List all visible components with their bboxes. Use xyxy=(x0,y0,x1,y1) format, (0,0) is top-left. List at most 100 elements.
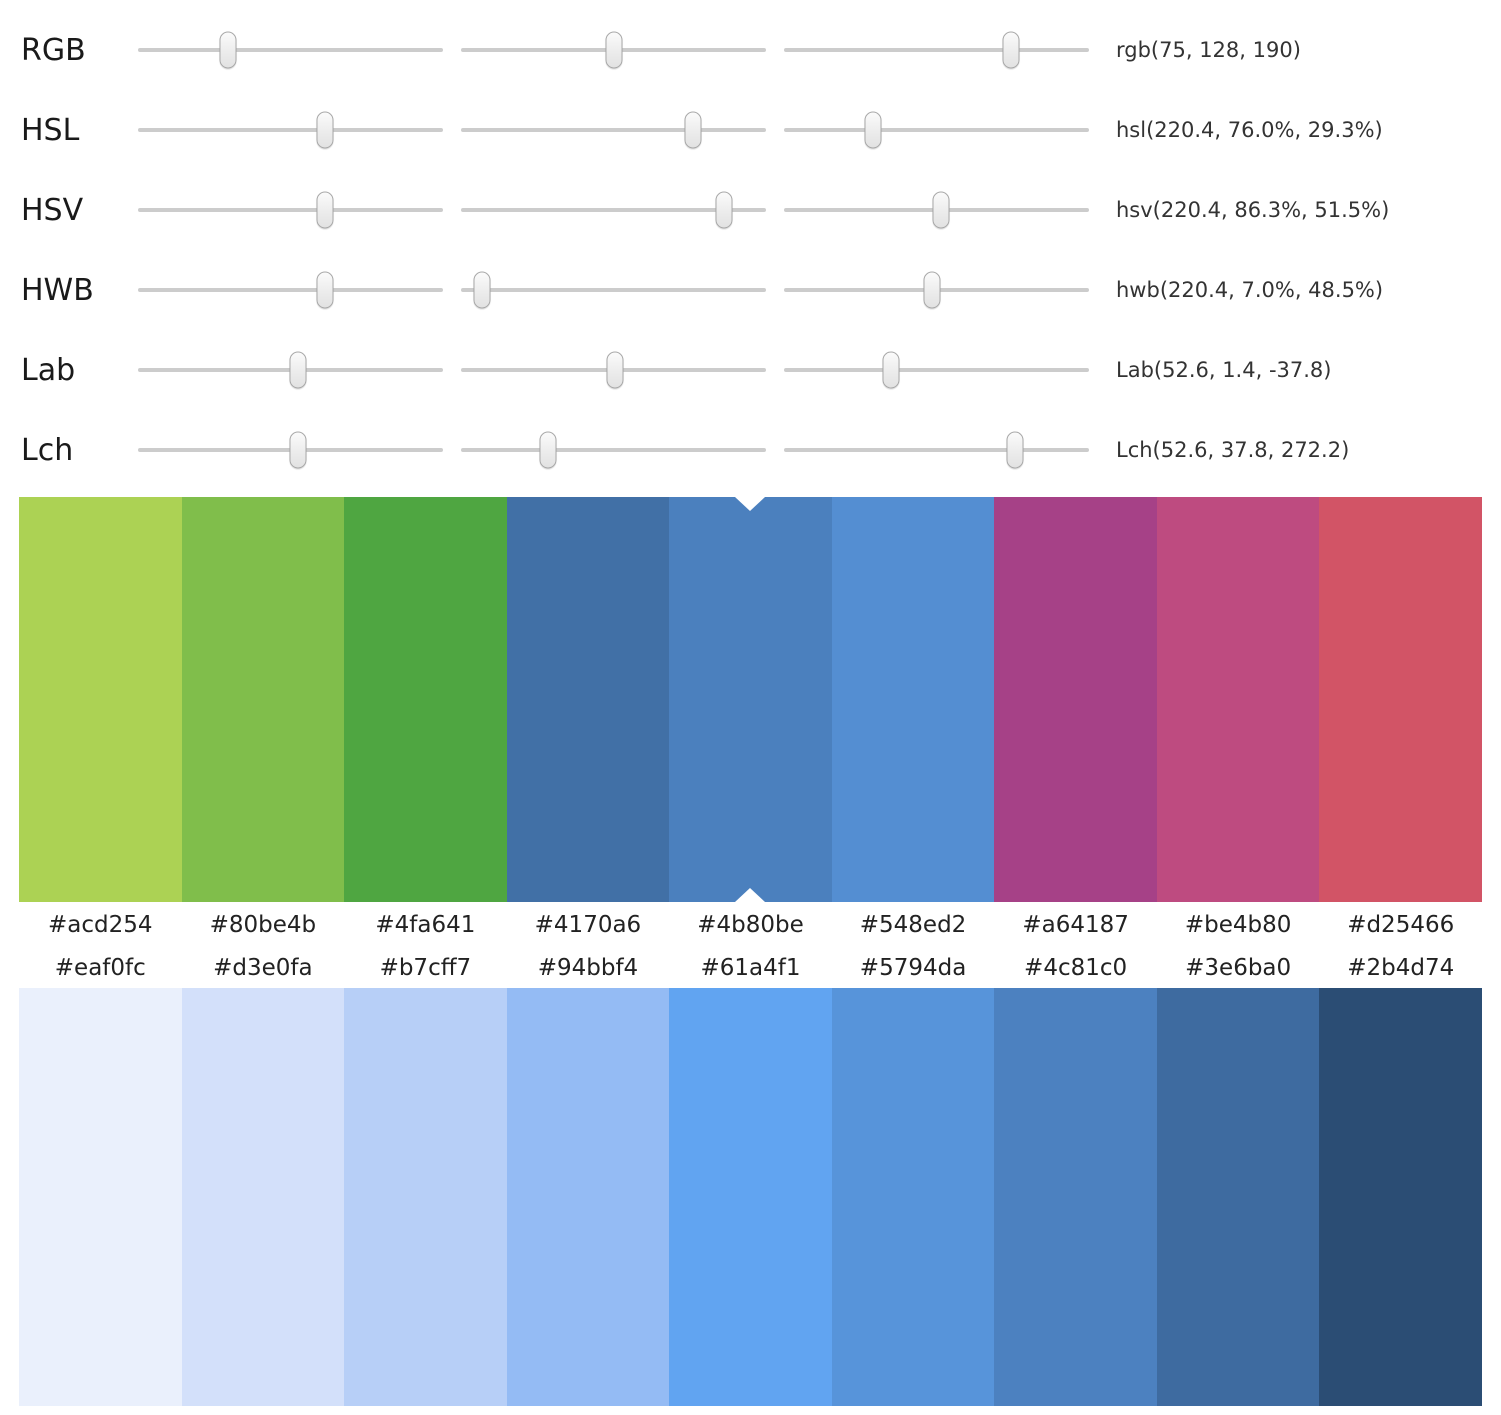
rgb-track-b[interactable] xyxy=(784,48,1089,52)
hue-hex-labels: #acd254 #80be4b #4fa641 #4170a6 #4b80be … xyxy=(19,902,1482,948)
hue-hex-5: #4b80be xyxy=(697,912,804,938)
hue-swatch-4[interactable] xyxy=(506,497,670,902)
rgb-slider-g[interactable] xyxy=(461,28,766,72)
rgb-slider-r[interactable] xyxy=(138,28,443,72)
hwb-slider-w[interactable] xyxy=(461,268,766,312)
slider-row-lch: Lch Lch(52.6, 37.8, 272.2) xyxy=(21,410,1501,490)
selected-swatch-bottom-marker-icon xyxy=(735,888,766,902)
hue-swatch-2[interactable] xyxy=(181,497,345,902)
hsv-thumb-v[interactable] xyxy=(932,191,950,229)
lab-thumb-b[interactable] xyxy=(882,351,900,389)
rgb-slider-b[interactable] xyxy=(784,28,1089,72)
hsl-thumb-h[interactable] xyxy=(316,111,334,149)
hsv-track-h[interactable] xyxy=(138,208,443,212)
rgb-thumb-g[interactable] xyxy=(605,31,623,69)
hue-swatch-1[interactable] xyxy=(19,497,182,902)
hue-hex-9: #d25466 xyxy=(1347,912,1455,938)
hwb-track-w[interactable] xyxy=(461,288,766,292)
lch-slider-h[interactable] xyxy=(784,428,1089,472)
hsv-value-text: hsv(220.4, 86.3%, 51.5%) xyxy=(1116,198,1390,222)
selected-swatch-top-marker-icon xyxy=(735,497,766,511)
rgb-track-r[interactable] xyxy=(138,48,443,52)
shade-swatch-8[interactable] xyxy=(1156,988,1320,1406)
lch-label: Lch xyxy=(21,432,74,468)
lab-track-b[interactable] xyxy=(784,368,1089,372)
hue-hex-3: #4fa641 xyxy=(375,912,476,938)
hue-swatch-5-selected[interactable] xyxy=(669,497,832,902)
hsv-label: HSV xyxy=(21,192,84,228)
shade-swatch-6[interactable] xyxy=(831,988,995,1406)
shade-swatch-4[interactable] xyxy=(506,988,670,1406)
lab-slider-l[interactable] xyxy=(138,348,443,392)
hsv-thumb-h[interactable] xyxy=(316,191,334,229)
hwb-thumb-b[interactable] xyxy=(923,271,941,309)
hue-swatch-8[interactable] xyxy=(1156,497,1320,902)
lab-slider-b[interactable] xyxy=(784,348,1089,392)
hue-swatch-7[interactable] xyxy=(994,497,1157,902)
shade-swatch-5[interactable] xyxy=(669,988,832,1406)
lch-slider-c[interactable] xyxy=(461,428,766,472)
hsl-track-l[interactable] xyxy=(784,128,1089,132)
slider-section: RGB rgb(75, 128, 190) HSL xyxy=(0,0,1501,490)
hsv-thumb-s[interactable] xyxy=(715,191,733,229)
shade-swatch-9[interactable] xyxy=(1319,988,1482,1406)
hsl-track-s[interactable] xyxy=(461,128,766,132)
shade-hex-5: #61a4f1 xyxy=(700,955,801,981)
hsv-slider-s[interactable] xyxy=(461,188,766,232)
shade-hex-8: #3e6ba0 xyxy=(1185,955,1292,981)
lch-slider-l[interactable] xyxy=(138,428,443,472)
shade-hex-labels: #eaf0fc #d3e0fa #b7cff7 #94bbf4 #61a4f1 … xyxy=(19,948,1482,988)
hsl-slider-s[interactable] xyxy=(461,108,766,152)
shade-palette-strip xyxy=(19,988,1482,1406)
hwb-track-h[interactable] xyxy=(138,288,443,292)
slider-row-hsl: HSL hsl(220.4, 76.0%, 29.3%) xyxy=(21,90,1501,170)
hsv-slider-v[interactable] xyxy=(784,188,1089,232)
hsl-slider-l[interactable] xyxy=(784,108,1089,152)
hsv-track-s[interactable] xyxy=(461,208,766,212)
hsl-label: HSL xyxy=(21,112,80,148)
lab-value-text: Lab(52.6, 1.4, -37.8) xyxy=(1116,358,1332,382)
hwb-thumb-w[interactable] xyxy=(473,271,491,309)
lab-thumb-l[interactable] xyxy=(289,351,307,389)
lab-label: Lab xyxy=(21,352,76,388)
hsv-slider-h[interactable] xyxy=(138,188,443,232)
hue-swatch-6[interactable] xyxy=(831,497,995,902)
hsl-thumb-l[interactable] xyxy=(864,111,882,149)
lab-thumb-a[interactable] xyxy=(606,351,624,389)
shade-hex-4: #94bbf4 xyxy=(537,955,639,981)
shade-hex-2: #d3e0fa xyxy=(213,955,313,981)
slider-row-hwb: HWB hwb(220.4, 7.0%, 48.5%) xyxy=(21,250,1501,330)
lch-thumb-c[interactable] xyxy=(539,431,557,469)
rgb-thumb-b[interactable] xyxy=(1002,31,1020,69)
shade-swatch-2[interactable] xyxy=(181,988,345,1406)
hsl-slider-h[interactable] xyxy=(138,108,443,152)
hwb-slider-b[interactable] xyxy=(784,268,1089,312)
lch-track-c[interactable] xyxy=(461,448,766,452)
slider-row-rgb: RGB rgb(75, 128, 190) xyxy=(21,10,1501,90)
hue-hex-7: #a64187 xyxy=(1022,912,1129,938)
hue-hex-8: #be4b80 xyxy=(1184,912,1292,938)
hwb-slider-h[interactable] xyxy=(138,268,443,312)
hue-hex-6: #548ed2 xyxy=(859,912,967,938)
hwb-label: HWB xyxy=(21,272,94,308)
hue-swatch-3[interactable] xyxy=(344,497,507,902)
shade-hex-1: #eaf0fc xyxy=(54,955,146,981)
rgb-value-text: rgb(75, 128, 190) xyxy=(1116,38,1301,62)
hwb-thumb-h[interactable] xyxy=(316,271,334,309)
lch-thumb-l[interactable] xyxy=(289,431,307,469)
lch-track-h[interactable] xyxy=(784,448,1089,452)
hwb-value-text: hwb(220.4, 7.0%, 48.5%) xyxy=(1116,278,1384,302)
slider-row-lab: Lab Lab(52.6, 1.4, -37.8) xyxy=(21,330,1501,410)
shade-swatch-7[interactable] xyxy=(994,988,1157,1406)
shade-hex-3: #b7cff7 xyxy=(379,955,472,981)
hsl-thumb-s[interactable] xyxy=(684,111,702,149)
lch-thumb-h[interactable] xyxy=(1006,431,1024,469)
shade-swatch-1[interactable] xyxy=(19,988,182,1406)
shade-swatch-3[interactable] xyxy=(344,988,507,1406)
hsl-track-h[interactable] xyxy=(138,128,443,132)
hsl-value-text: hsl(220.4, 76.0%, 29.3%) xyxy=(1116,118,1383,142)
hue-swatch-9[interactable] xyxy=(1319,497,1482,902)
rgb-thumb-r[interactable] xyxy=(219,31,237,69)
lab-slider-a[interactable] xyxy=(461,348,766,392)
